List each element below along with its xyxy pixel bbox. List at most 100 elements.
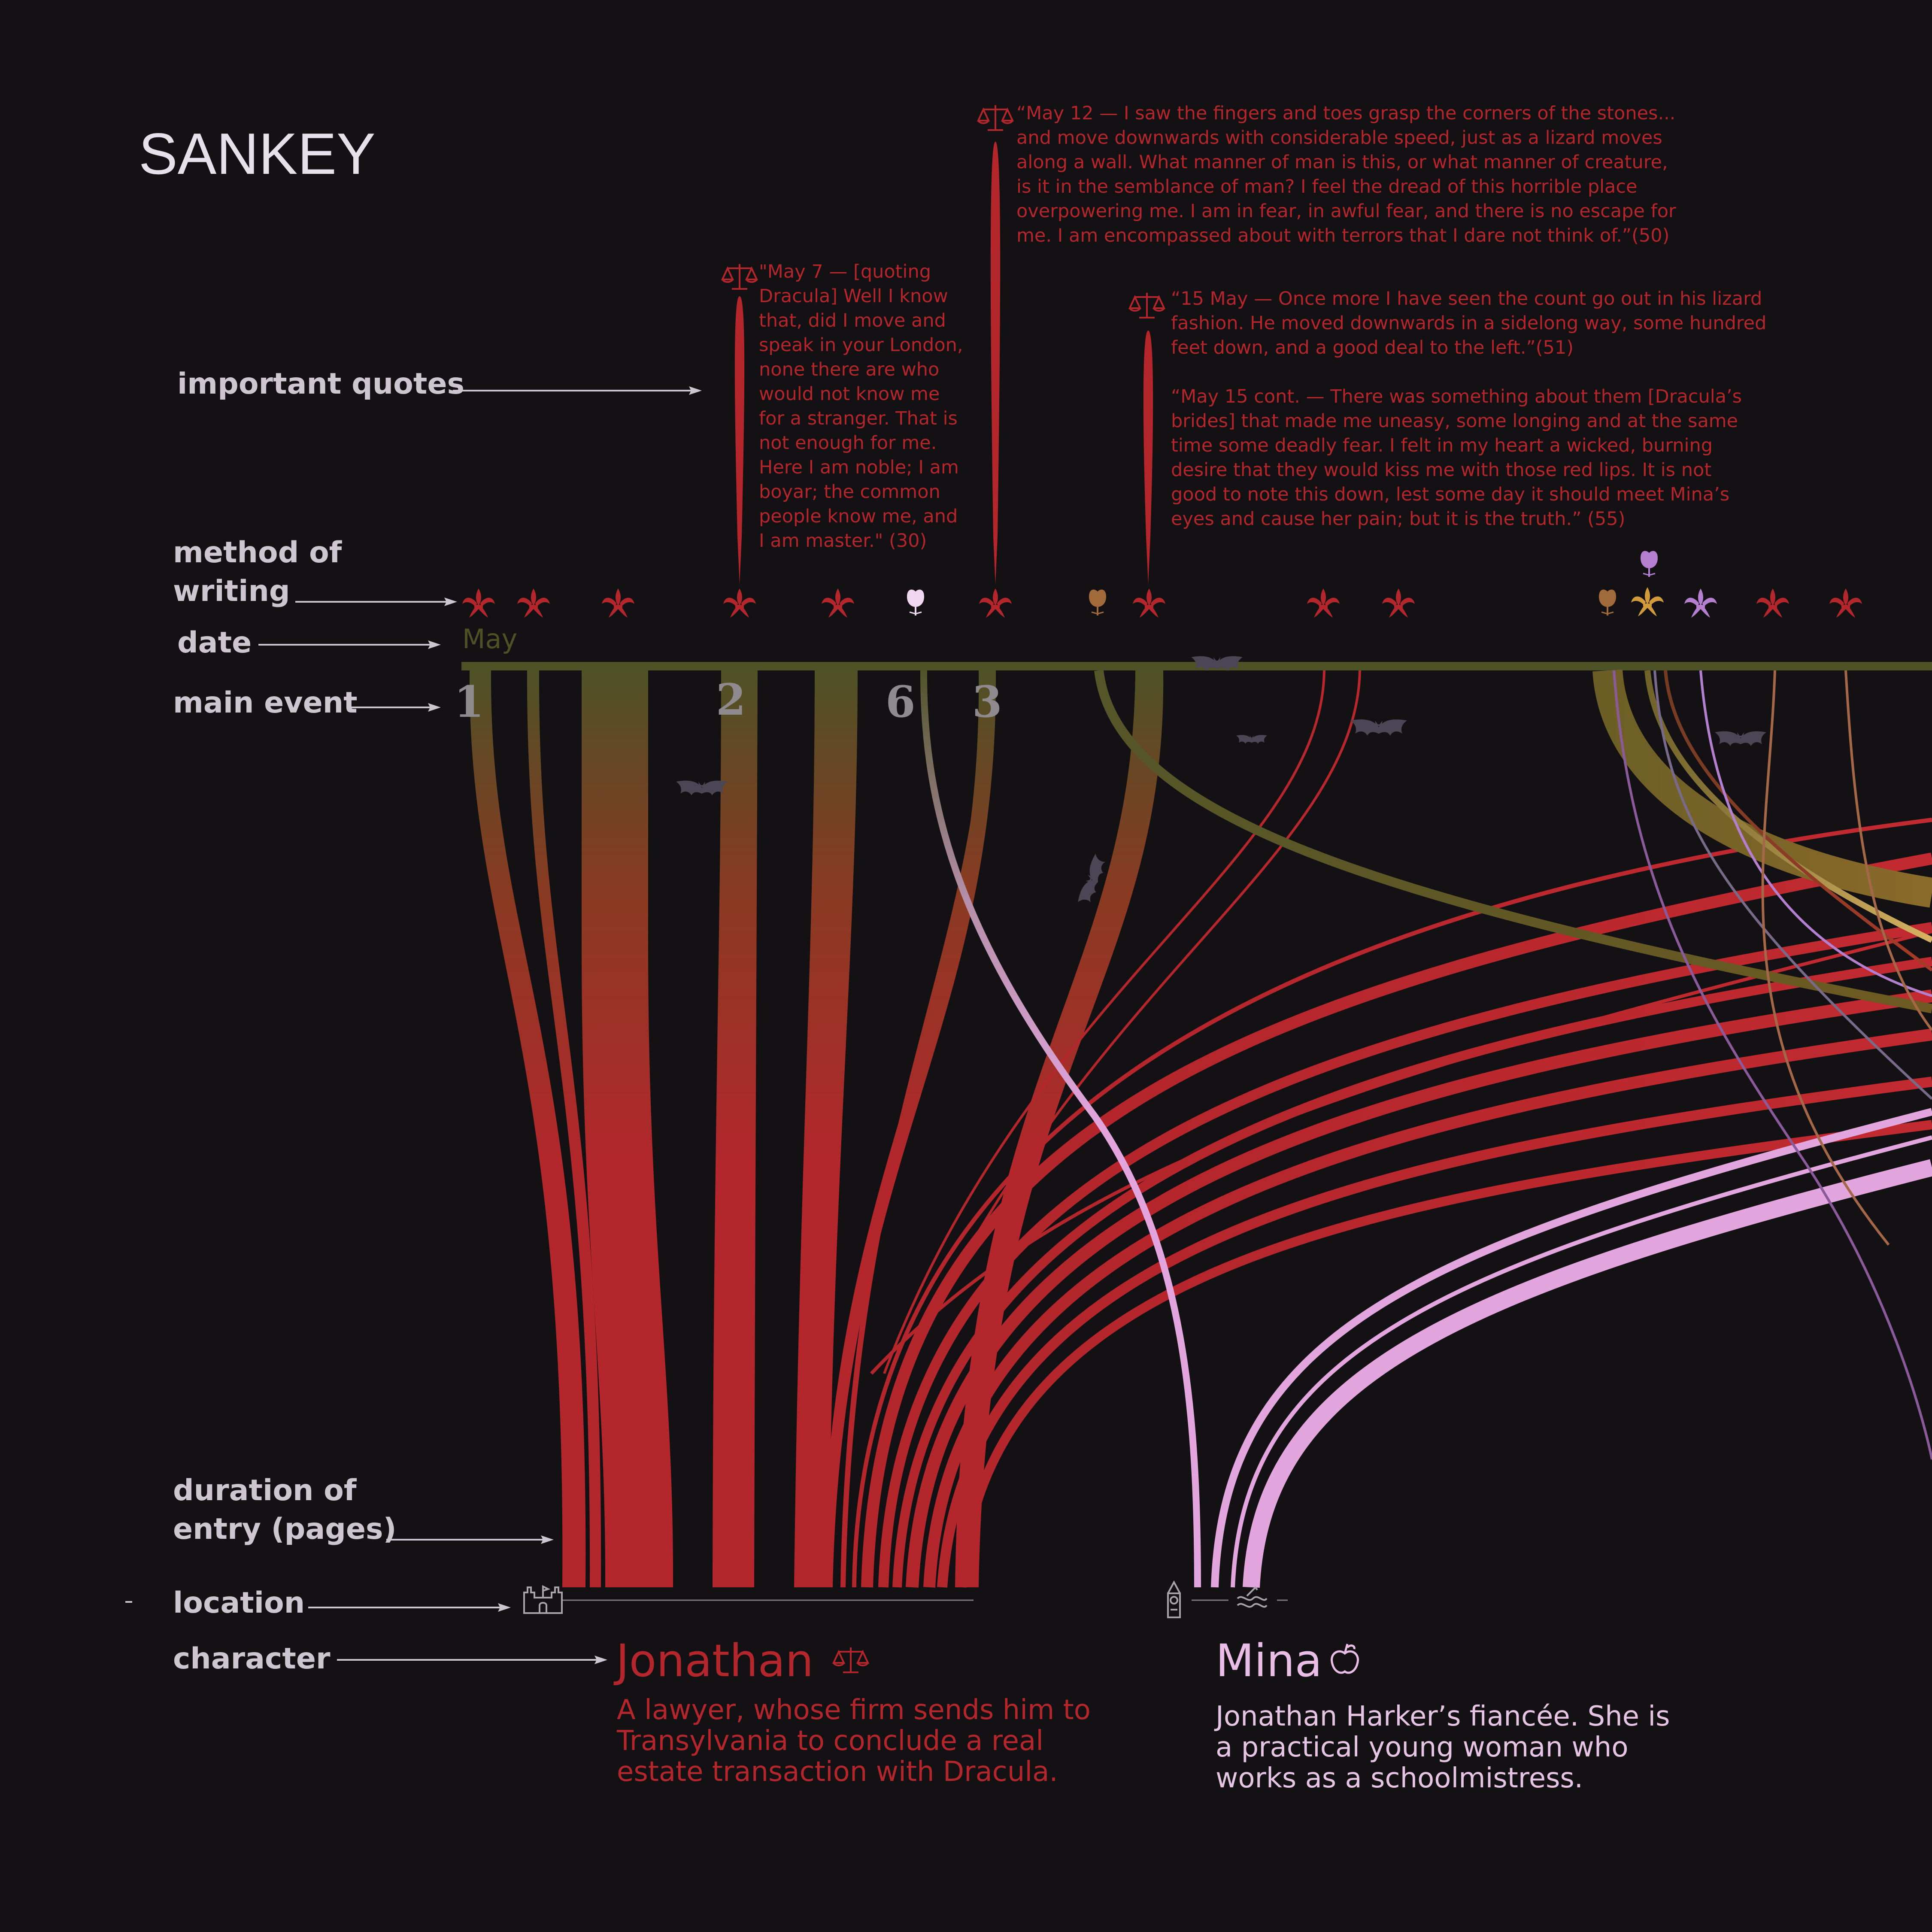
quote-line: "May 7 — [quoting bbox=[759, 261, 931, 282]
legend-main-event: main event bbox=[173, 686, 358, 720]
bat-icon bbox=[1715, 731, 1766, 746]
quote-line: speak in your London, bbox=[759, 334, 963, 356]
legend-location: location bbox=[173, 1586, 305, 1620]
legend-duration-line2: entry (pages) bbox=[173, 1512, 397, 1546]
castle-icon bbox=[524, 1586, 562, 1613]
quote-needle-1 bbox=[735, 296, 744, 585]
bat-icon bbox=[1350, 719, 1407, 736]
character-desc: A lawyer, whose firm sends him to bbox=[617, 1694, 1091, 1726]
quote-line: fashion. He moved downwards in a sidelon… bbox=[1171, 312, 1766, 334]
quote-line: me. I am encompassed about with terrors … bbox=[1016, 225, 1669, 246]
quote-needle-3 bbox=[1143, 331, 1153, 585]
flow-band bbox=[929, 1034, 1932, 1587]
legend-method-line1: method of bbox=[173, 536, 343, 570]
quote-line: none there are who bbox=[759, 359, 939, 380]
legend-duration-line1: duration of bbox=[173, 1474, 357, 1507]
flow-band bbox=[713, 670, 758, 1587]
flow-band bbox=[1233, 1137, 1932, 1587]
journal-icon bbox=[723, 588, 756, 618]
letter-icon bbox=[1089, 590, 1106, 616]
journal-icon bbox=[1829, 588, 1862, 618]
journal-icon bbox=[462, 588, 495, 618]
character-name: Mina bbox=[1216, 1635, 1322, 1687]
big-ben-icon bbox=[1168, 1582, 1180, 1617]
quote-line: overpowering me. I am in fear, in awful … bbox=[1016, 200, 1676, 222]
journal-icon bbox=[1382, 588, 1415, 618]
quote-line: good to note this down, lest some day it… bbox=[1171, 484, 1729, 505]
quote-1: "May 7 — [quoting Dracula] Well I know t… bbox=[759, 261, 963, 552]
journal-icon bbox=[1133, 588, 1165, 618]
scales-icon bbox=[978, 105, 1013, 130]
quote-line: I am master." (30) bbox=[759, 530, 927, 552]
quote-2: “May 12 — I saw the fingers and toes gra… bbox=[1016, 103, 1676, 246]
bat-icon bbox=[1236, 735, 1267, 744]
journal-icon bbox=[822, 588, 854, 618]
writing-method-icons bbox=[462, 551, 1862, 618]
quote-line: for a stranger. That is bbox=[759, 408, 958, 429]
quote-line: Dracula] Well I know bbox=[759, 285, 948, 307]
quote-line: feet down, and a good deal to the left.”… bbox=[1171, 337, 1574, 358]
chart-title: SANKEY bbox=[139, 121, 376, 186]
legend-important-quotes: important quotes bbox=[177, 367, 464, 401]
quote-line: time some deadly fear. I felt in my hear… bbox=[1171, 435, 1713, 456]
bat-icon bbox=[676, 781, 728, 795]
other-flows bbox=[1099, 670, 1932, 1459]
scales-icon bbox=[722, 264, 757, 289]
journal-icon bbox=[979, 588, 1012, 618]
legend-character: character bbox=[173, 1642, 331, 1676]
quote-3: “15 May — Once more I have seen the coun… bbox=[1171, 288, 1766, 530]
location-row bbox=[524, 1582, 1288, 1617]
event-number: 3 bbox=[972, 676, 1002, 727]
quote-line: that, did I move and bbox=[759, 310, 946, 331]
quote-line: would not know me bbox=[759, 383, 940, 405]
letter-icon bbox=[907, 590, 924, 616]
event-number: 1 bbox=[454, 676, 484, 727]
scales-icon bbox=[834, 1647, 868, 1672]
scales-icon bbox=[1130, 293, 1164, 318]
character-name: Jonathan bbox=[613, 1635, 813, 1687]
quote-line: and move downwards with considerable spe… bbox=[1016, 127, 1662, 149]
journal-icon bbox=[1307, 588, 1340, 618]
character-mina: Mina Jonathan Harker’s fiancée. She is a… bbox=[1214, 1635, 1670, 1794]
flow-band bbox=[1215, 1112, 1932, 1587]
letter-icon bbox=[1599, 590, 1616, 616]
date-label: May bbox=[462, 623, 517, 655]
quote-line: boyar; the common bbox=[759, 481, 940, 503]
character-jonathan: Jonathan A lawyer, whose firm sends him … bbox=[613, 1635, 1091, 1788]
flow-band bbox=[1251, 1168, 1932, 1587]
quote-line: not enough for me. bbox=[759, 432, 937, 454]
journal-icon bbox=[517, 588, 550, 618]
incoming-flows bbox=[854, 670, 1932, 1587]
quote-line: “15 May — Once more I have seen the coun… bbox=[1171, 288, 1762, 309]
quote-line: is it in the semblance of man? I feel th… bbox=[1016, 176, 1638, 197]
event-number: 6 bbox=[886, 676, 916, 727]
apple-icon bbox=[1331, 1644, 1358, 1673]
quote-needle-2 bbox=[991, 142, 1000, 585]
legend-method-line2: writing bbox=[173, 574, 290, 608]
quote-line: “May 15 cont. — There was something abou… bbox=[1171, 386, 1742, 407]
journal-icon bbox=[602, 588, 634, 618]
quote-line: people know me, and bbox=[759, 506, 958, 527]
telegram-icon bbox=[1631, 587, 1664, 616]
character-desc: estate transaction with Dracula. bbox=[617, 1756, 1058, 1788]
diary-icon bbox=[1684, 588, 1717, 618]
character-desc: a practical young woman who bbox=[1216, 1732, 1628, 1763]
quote-line: desire that they would kiss me with thos… bbox=[1171, 459, 1711, 481]
sea-icon bbox=[1237, 1587, 1267, 1607]
journal-icon bbox=[1756, 588, 1789, 618]
quote-line: eyes and cause her pain; but it is the t… bbox=[1171, 508, 1625, 530]
legend-date: date bbox=[177, 626, 252, 660]
quote-line: along a wall. What manner of man is this… bbox=[1016, 152, 1668, 173]
quote-line: “May 12 — I saw the fingers and toes gra… bbox=[1016, 103, 1675, 124]
quote-line: Here I am noble; I am bbox=[759, 457, 959, 478]
letter-icon bbox=[1641, 551, 1658, 577]
character-desc: Jonathan Harker’s fiancée. She is bbox=[1214, 1701, 1670, 1732]
flow-band bbox=[867, 858, 1932, 1587]
character-desc: Transylvania to conclude a real bbox=[616, 1725, 1043, 1757]
character-desc: works as a schoolmistress. bbox=[1216, 1762, 1583, 1794]
quote-line: brides] that made me uneasy, some longin… bbox=[1171, 410, 1738, 432]
event-number: 2 bbox=[716, 674, 746, 725]
flow-band bbox=[961, 1125, 1932, 1587]
